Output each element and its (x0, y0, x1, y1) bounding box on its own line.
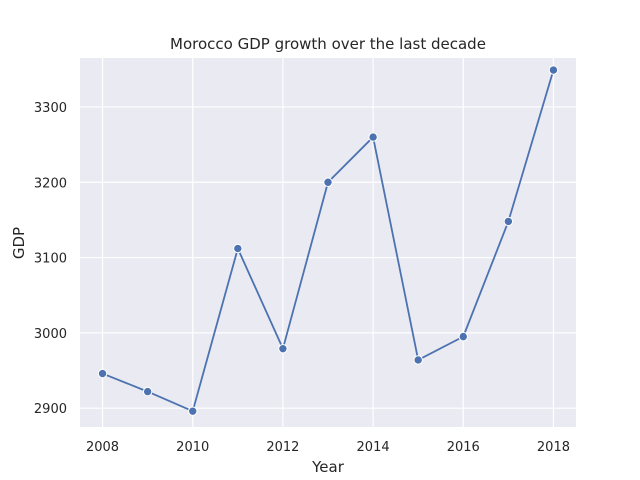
chart-title: Morocco GDP growth over the last decade (170, 35, 486, 53)
x-tick-label: 2014 (357, 440, 390, 455)
plot-area (80, 58, 576, 427)
y-tick-label: 3200 (34, 176, 67, 191)
y-tick-label: 3000 (34, 327, 67, 342)
x-tick-label: 2016 (447, 440, 480, 455)
data-point (548, 65, 559, 75)
y-axis-label: GDP (10, 227, 28, 259)
y-tick-label: 3100 (34, 252, 67, 267)
points-group (97, 65, 559, 416)
y-tick-label: 3300 (34, 101, 67, 116)
x-gridlines (101, 58, 555, 427)
y-tick-labels: 2900 3000 3100 3200 3300 (34, 101, 67, 417)
x-tick-label: 2010 (176, 440, 209, 455)
x-tick-labels: 2008 2010 2012 2014 2016 2018 (86, 440, 570, 455)
data-point (233, 243, 243, 254)
x-tick-label: 2018 (537, 440, 570, 455)
y-tick-label: 2900 (34, 402, 67, 417)
data-point (278, 343, 288, 354)
x-tick-label: 2008 (86, 440, 119, 455)
data-point (368, 132, 378, 142)
data-point (188, 406, 198, 416)
data-point (323, 177, 333, 187)
x-tick-label: 2012 (266, 440, 299, 455)
data-point (503, 216, 514, 227)
data-point (458, 331, 468, 342)
data-point (413, 355, 423, 365)
x-axis-label: Year (311, 458, 345, 476)
data-point (97, 368, 108, 379)
data-point (142, 386, 153, 397)
